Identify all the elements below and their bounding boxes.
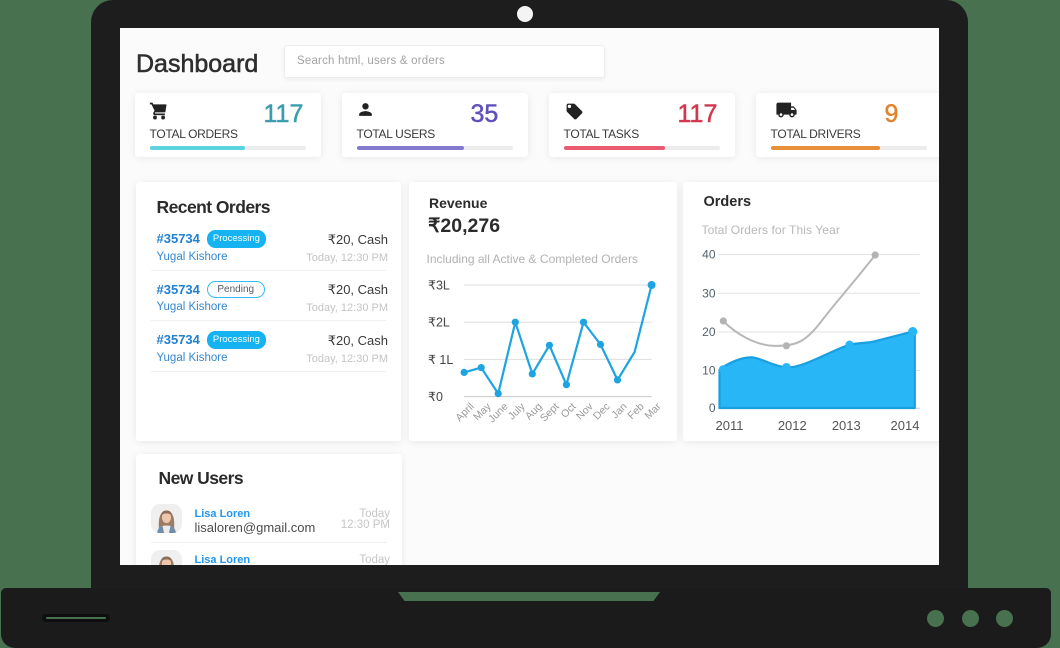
svg-text:₹2L: ₹2L: [428, 315, 450, 329]
svg-text:Oct: Oct: [559, 400, 579, 420]
svg-text:2012: 2012: [778, 418, 807, 433]
svg-text:40: 40: [702, 247, 716, 261]
svg-text:10: 10: [702, 363, 716, 377]
svg-text:20: 20: [702, 325, 716, 339]
svg-text:2014: 2014: [891, 418, 920, 433]
svg-text:0: 0: [709, 401, 716, 415]
svg-text:2013: 2013: [832, 418, 861, 433]
svg-text:2011: 2011: [716, 418, 744, 433]
svg-text:₹0: ₹0: [428, 390, 443, 404]
svg-text:30: 30: [702, 286, 716, 300]
svg-text:₹ 1L: ₹ 1L: [428, 352, 453, 366]
svg-text:Mar: Mar: [642, 400, 664, 422]
svg-text:₹3L: ₹3L: [428, 278, 450, 292]
